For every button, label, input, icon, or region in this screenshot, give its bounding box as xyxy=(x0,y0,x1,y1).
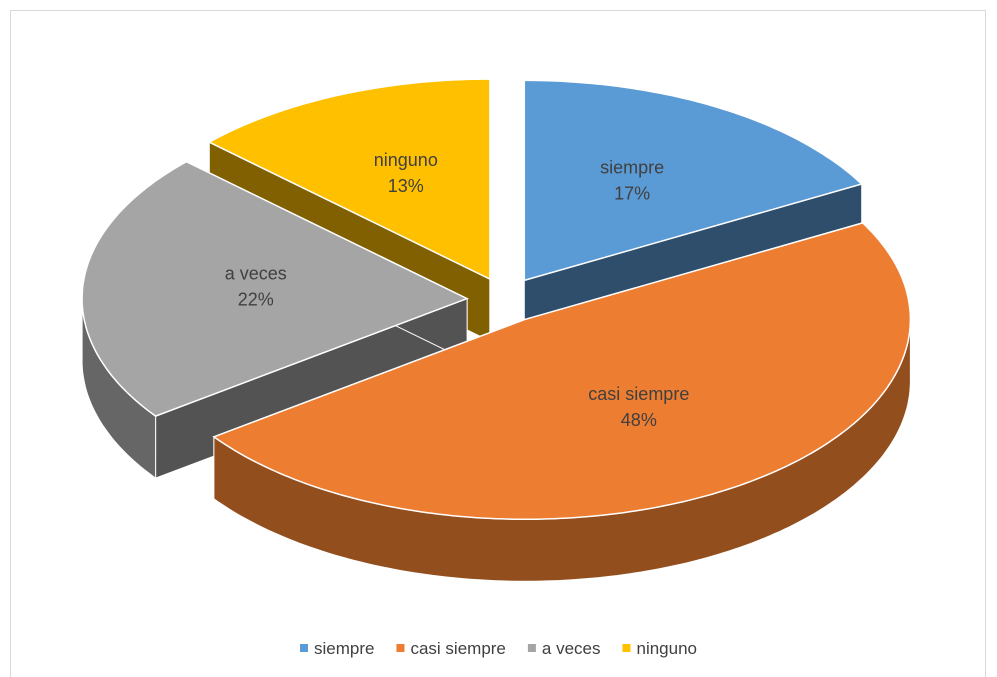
legend-label: siempre xyxy=(314,639,374,658)
legend-label: a veces xyxy=(542,639,601,658)
data-label-value: 22% xyxy=(238,290,274,310)
slice-top xyxy=(81,160,469,417)
legend-swatch xyxy=(622,644,631,652)
slice-top xyxy=(207,78,491,281)
legend-label: casi siempre xyxy=(410,639,505,658)
legend: siempre casi siempre a veces ninguno xyxy=(300,639,697,658)
slice xyxy=(212,222,912,582)
legend-label: ninguno xyxy=(636,639,697,658)
legend-swatch xyxy=(300,644,308,652)
legend-swatch xyxy=(396,644,405,652)
data-label-category: siempre xyxy=(600,158,664,178)
data-label-category: a veces xyxy=(225,264,287,284)
data-label-category: casi siempre xyxy=(588,384,689,404)
slice-top xyxy=(523,79,864,282)
data-label-value: 17% xyxy=(614,184,650,204)
slice-top xyxy=(212,222,912,520)
legend-swatch xyxy=(527,644,536,652)
data-label-category: ninguno xyxy=(374,150,438,170)
data-label-value: 13% xyxy=(388,176,424,196)
data-label-value: 48% xyxy=(621,410,657,430)
